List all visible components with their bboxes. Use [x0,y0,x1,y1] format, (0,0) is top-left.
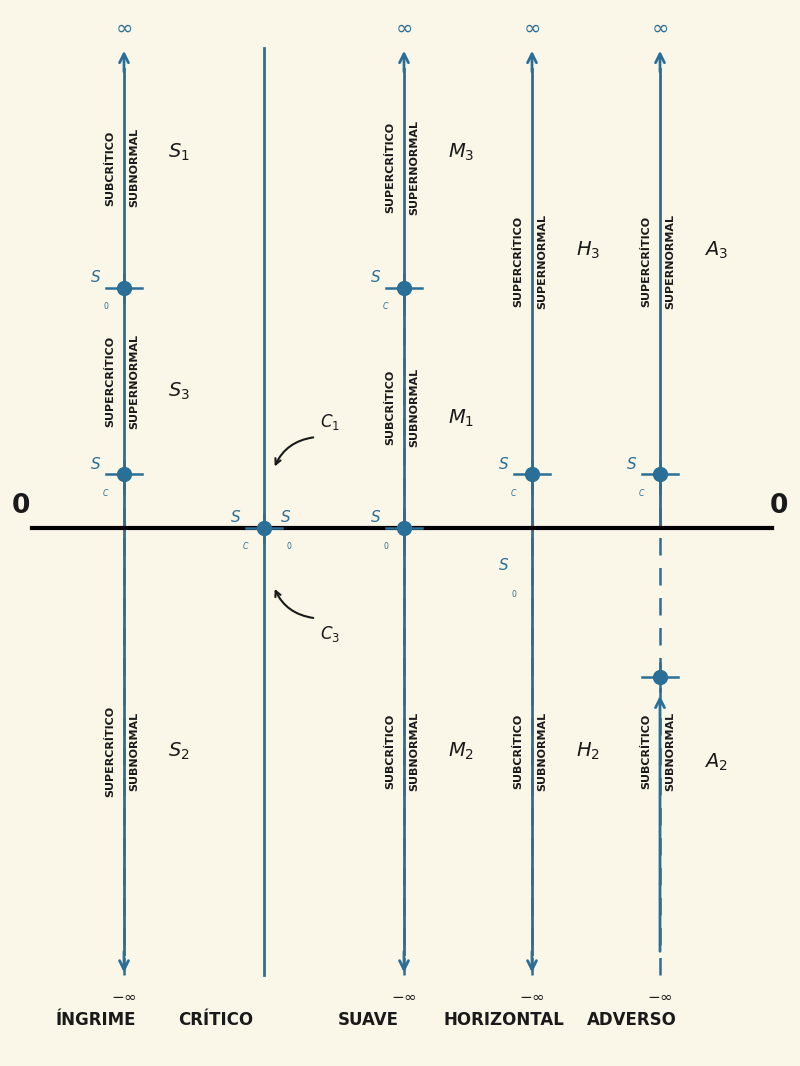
Text: $- \infty$: $- \infty$ [519,989,545,1004]
Text: $- \infty$: $- \infty$ [111,989,137,1004]
Text: SUBCRÍTICO: SUBCRÍTICO [386,714,395,789]
Text: $\infty$: $\infty$ [651,17,669,37]
Text: $\infty$: $\infty$ [115,17,133,37]
Text: SUPERCRÍTICO: SUPERCRÍTICO [514,215,523,307]
Text: SUBNORMAL: SUBNORMAL [410,368,419,448]
Point [118,279,130,296]
Text: $_0$: $_0$ [511,588,518,601]
Text: CRÍTICO: CRÍTICO [178,1011,254,1029]
Text: ÍNGRIME: ÍNGRIME [56,1011,136,1029]
Text: $C_1$: $C_1$ [320,411,340,432]
Text: $S$: $S$ [498,558,510,574]
Text: $S_2$: $S_2$ [168,741,190,762]
Text: $_0$: $_0$ [286,540,293,553]
Text: $S$: $S$ [626,456,638,472]
Text: HORIZONTAL: HORIZONTAL [443,1011,565,1029]
Text: $H_2$: $H_2$ [576,741,600,762]
Text: $_C$: $_C$ [242,540,250,553]
Text: 0: 0 [12,494,30,519]
Text: $A_3$: $A_3$ [704,240,728,261]
Text: $S$: $S$ [230,510,242,526]
Text: SUBCRÍTICO: SUBCRÍTICO [386,370,395,446]
Text: SUBNORMAL: SUBNORMAL [130,712,139,791]
Text: $_C$: $_C$ [382,301,390,313]
Text: SUBCRÍTICO: SUBCRÍTICO [514,714,523,789]
Text: $M_2$: $M_2$ [448,741,474,762]
Text: $S$: $S$ [280,510,291,526]
Text: SUPERCRÍTICO: SUPERCRÍTICO [106,336,115,426]
Text: 0: 0 [770,494,788,519]
Text: $S$: $S$ [498,456,510,472]
Text: $C_3$: $C_3$ [320,624,340,644]
Point [654,466,666,483]
Text: SUBNORMAL: SUBNORMAL [538,712,547,791]
Text: SUPERCRÍTICO: SUPERCRÍTICO [106,706,115,797]
Text: SUAVE: SUAVE [338,1011,398,1029]
Text: SUPERCRÍTICO: SUPERCRÍTICO [386,123,395,213]
Point [398,519,410,536]
Text: $_0$: $_0$ [383,540,390,553]
Text: $S$: $S$ [90,456,102,472]
Text: SUPERNORMAL: SUPERNORMAL [130,334,139,429]
Point [526,466,538,483]
Text: $_0$: $_0$ [103,301,110,313]
Text: $_C$: $_C$ [638,487,646,500]
Text: $S_1$: $S_1$ [168,142,190,162]
Text: $M_3$: $M_3$ [448,142,474,162]
Text: $H_3$: $H_3$ [576,240,600,261]
Text: SUBNORMAL: SUBNORMAL [666,712,675,791]
Text: $_C$: $_C$ [102,487,110,500]
Text: SUBNORMAL: SUBNORMAL [130,128,139,208]
Text: $S$: $S$ [370,510,382,526]
Text: $\infty$: $\infty$ [523,17,541,37]
Text: $- \infty$: $- \infty$ [647,989,673,1004]
Text: SUBNORMAL: SUBNORMAL [410,712,419,791]
Text: $_C$: $_C$ [510,487,518,500]
Text: ADVERSO: ADVERSO [587,1011,677,1029]
Point [118,466,130,483]
Text: $A_2$: $A_2$ [704,752,728,773]
Text: $- \infty$: $- \infty$ [391,989,417,1004]
Text: $S$: $S$ [370,270,382,286]
Text: $S_3$: $S_3$ [168,382,190,402]
Point [654,668,666,685]
Point [258,519,270,536]
Text: $S$: $S$ [90,270,102,286]
Text: SUPERNORMAL: SUPERNORMAL [538,213,547,309]
Text: SUPERNORMAL: SUPERNORMAL [410,120,419,215]
Text: $\infty$: $\infty$ [395,17,413,37]
Text: SUBCRÍTICO: SUBCRÍTICO [642,714,651,789]
Text: SUPERNORMAL: SUPERNORMAL [666,213,675,309]
Text: SUPERCRÍTICO: SUPERCRÍTICO [642,215,651,307]
Text: $M_1$: $M_1$ [448,408,474,429]
Point [398,279,410,296]
Text: SUBCRÍTICO: SUBCRÍTICO [106,130,115,206]
